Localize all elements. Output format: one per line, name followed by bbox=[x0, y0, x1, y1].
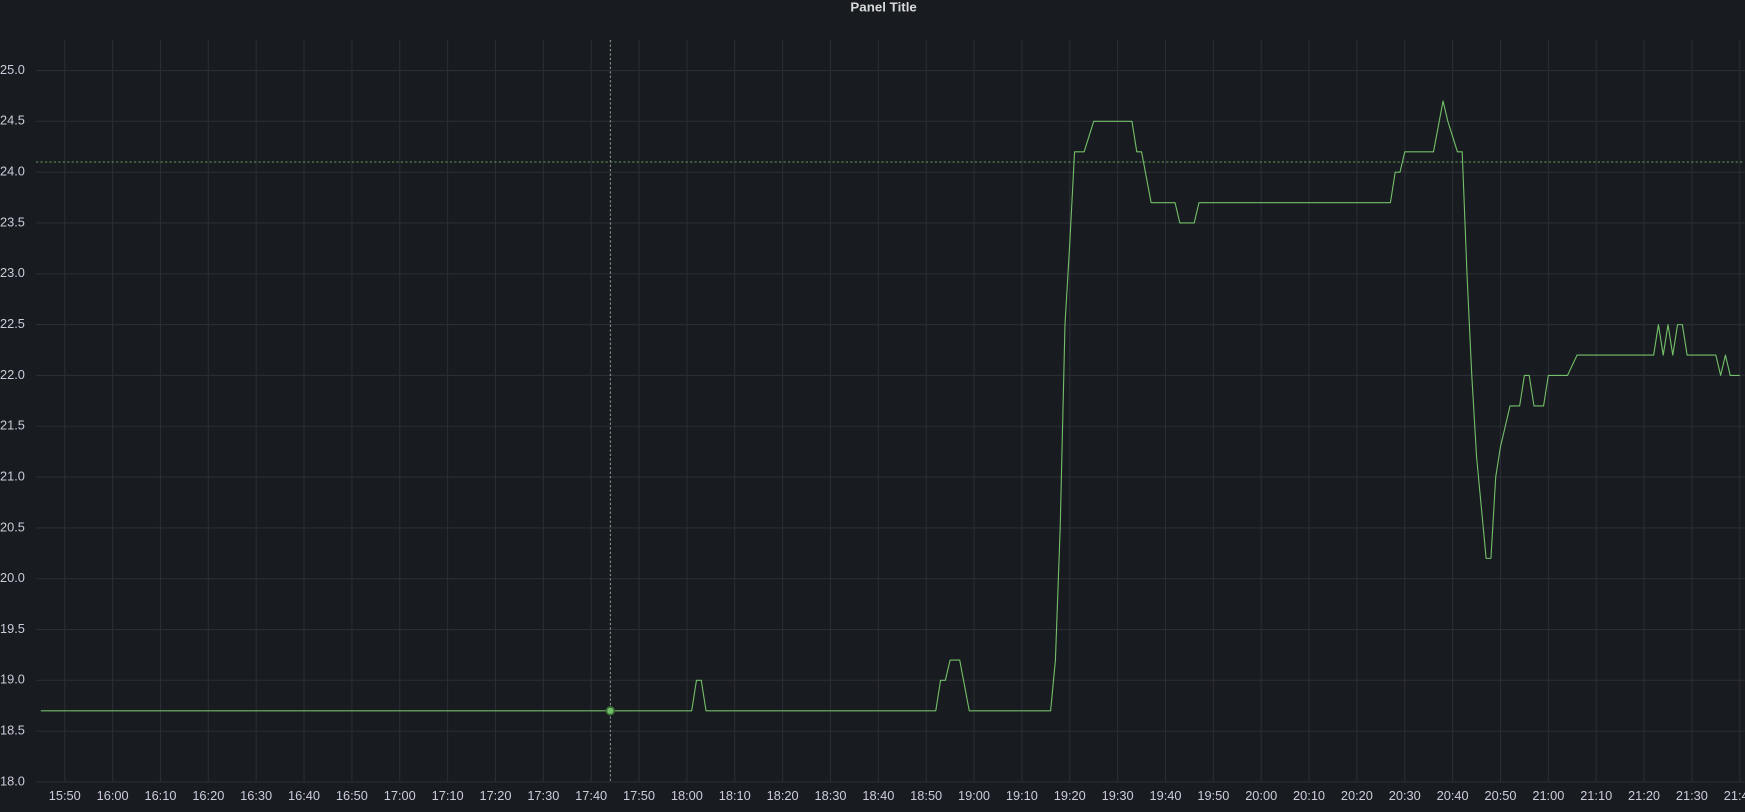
hover-point bbox=[605, 706, 616, 716]
x-tick-label: 17:00 bbox=[384, 788, 416, 803]
x-tick-label: 18:00 bbox=[671, 788, 703, 803]
y-tick-label: 18.0 bbox=[0, 773, 25, 788]
y-tick-label: 21.0 bbox=[0, 468, 25, 483]
y-tick-label: 18.5 bbox=[0, 723, 25, 738]
x-tick-label: 20:10 bbox=[1293, 788, 1325, 803]
x-tick-label: 18:40 bbox=[862, 788, 894, 803]
x-tick-label: 17:20 bbox=[479, 788, 511, 803]
x-tick-label: 17:50 bbox=[623, 788, 655, 803]
x-tick-label: 19:10 bbox=[1006, 788, 1038, 803]
y-tick-label: 24.5 bbox=[0, 113, 25, 128]
panel-title[interactable]: Panel Title bbox=[850, 0, 916, 14]
x-tick-label: 19:30 bbox=[1102, 788, 1134, 803]
x-tick-label: 17:30 bbox=[527, 788, 559, 803]
y-tick-label: 20.5 bbox=[0, 519, 25, 534]
series-line bbox=[40, 100, 1740, 712]
x-tick-label: 19:40 bbox=[1149, 788, 1181, 803]
y-tick-label: 20.0 bbox=[0, 570, 25, 585]
x-tick-label: 21:10 bbox=[1580, 788, 1612, 803]
y-tick-label: 23.5 bbox=[0, 214, 25, 229]
x-tick-label: 20:40 bbox=[1437, 788, 1469, 803]
x-tick-label: 20:20 bbox=[1341, 788, 1373, 803]
x-tick-label: 18:20 bbox=[767, 788, 799, 803]
x-tick-label: 16:30 bbox=[240, 788, 272, 803]
x-tick-label: 20:00 bbox=[1245, 788, 1277, 803]
x-tick-label: 19:20 bbox=[1054, 788, 1086, 803]
x-tick-label: 20:30 bbox=[1389, 788, 1421, 803]
x-tick-label: 19:50 bbox=[1197, 788, 1229, 803]
x-tick-label: 17:40 bbox=[575, 788, 607, 803]
x-tick-label: 16:20 bbox=[192, 788, 224, 803]
y-tick-label: 22.5 bbox=[0, 316, 25, 331]
x-tick-label: 17:10 bbox=[432, 788, 464, 803]
x-tick-label: 21:30 bbox=[1676, 788, 1708, 803]
y-tick-label: 19.5 bbox=[0, 621, 25, 636]
x-tick-label: 18:30 bbox=[814, 788, 846, 803]
y-tick-label: 19.0 bbox=[0, 672, 25, 687]
x-tick-label: 16:50 bbox=[336, 788, 368, 803]
x-tick-label: 16:00 bbox=[97, 788, 129, 803]
y-tick-label: 25.0 bbox=[0, 62, 25, 77]
x-tick-label: 21:00 bbox=[1532, 788, 1564, 803]
x-tick-label: 21:20 bbox=[1628, 788, 1660, 803]
y-tick-label: 22.0 bbox=[0, 367, 25, 382]
x-tick-label: 19:00 bbox=[958, 788, 990, 803]
x-tick-label: 15:50 bbox=[49, 788, 81, 803]
x-tick-label: 16:10 bbox=[144, 788, 176, 803]
y-tick-label: 21.5 bbox=[0, 418, 25, 433]
x-tick-label: 20:50 bbox=[1484, 788, 1516, 803]
y-tick-label: 24.0 bbox=[0, 164, 25, 179]
x-tick-label: 18:50 bbox=[910, 788, 942, 803]
x-tick-label: 21:40 bbox=[1724, 788, 1745, 803]
y-tick-label: 23.0 bbox=[0, 265, 25, 280]
x-tick-label: 16:40 bbox=[288, 788, 320, 803]
x-tick-label: 18:10 bbox=[719, 788, 751, 803]
